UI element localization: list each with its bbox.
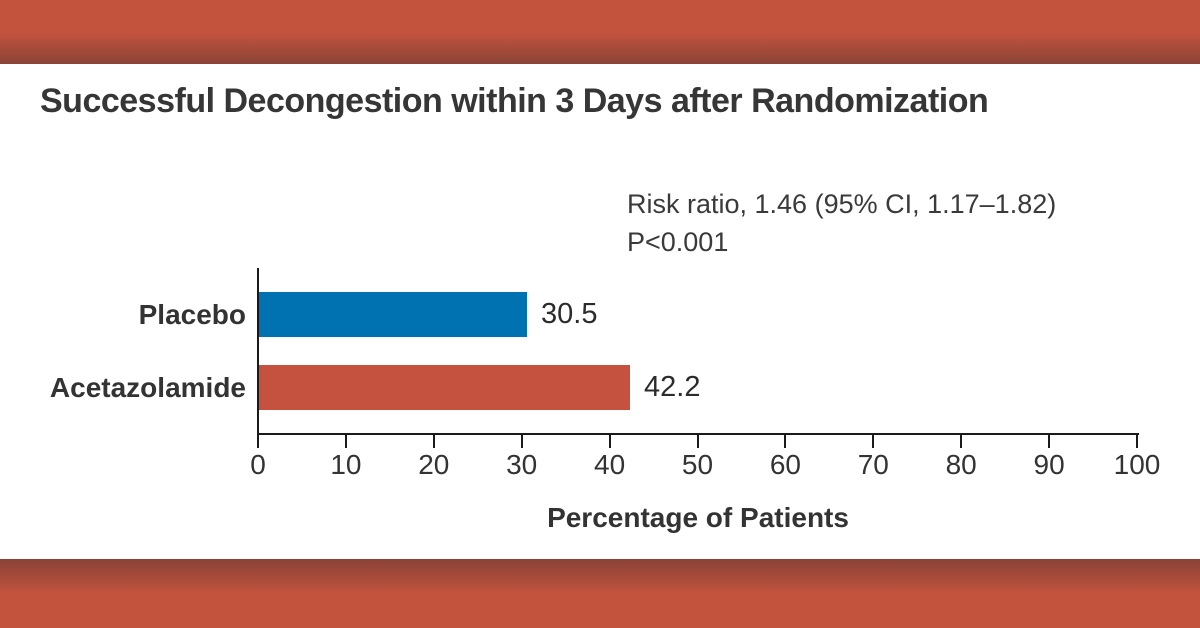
x-tick-label-30: 30 bbox=[506, 449, 538, 480]
x-tick-mark-0 bbox=[257, 435, 259, 448]
x-tick-label-10: 10 bbox=[330, 449, 362, 480]
x-tick-mark-90 bbox=[1048, 435, 1051, 448]
x-axis-label: Percentage of Patients bbox=[547, 502, 849, 533]
x-tick-label-60: 60 bbox=[769, 449, 801, 480]
x-tick-label-70: 70 bbox=[857, 449, 889, 480]
bottom-border-band bbox=[0, 559, 1200, 628]
x-tick-mark-10 bbox=[344, 435, 347, 448]
x-tick-mark-60 bbox=[784, 435, 787, 448]
x-tick-label-50: 50 bbox=[681, 449, 714, 480]
chart-title: Successful Decongestion within 3 Days af… bbox=[40, 82, 989, 120]
category-label-placebo: Placebo bbox=[138, 298, 246, 330]
top-border-band bbox=[0, 0, 1200, 64]
y-axis bbox=[257, 268, 259, 435]
bar-acetazolamide bbox=[259, 365, 630, 410]
value-label-placebo: 30.5 bbox=[541, 298, 598, 330]
x-tick-mark-80 bbox=[960, 435, 963, 448]
x-tick-mark-70 bbox=[872, 435, 875, 448]
x-tick-label-0: 0 bbox=[250, 449, 266, 480]
p-value-text: P<0.001 bbox=[627, 227, 729, 257]
x-tick-mark-100 bbox=[1136, 435, 1138, 448]
stats-annotation: Risk ratio, 1.46 (95% CI, 1.17–1.82) P<0… bbox=[627, 185, 1056, 261]
x-tick-mark-20 bbox=[432, 435, 435, 448]
x-tick-mark-30 bbox=[520, 435, 523, 448]
value-label-acetazolamide: 42.2 bbox=[644, 371, 701, 403]
bar-placebo bbox=[259, 292, 527, 337]
x-tick-label-80: 80 bbox=[945, 449, 977, 480]
risk-ratio-text: Risk ratio, 1.46 (95% CI, 1.17–1.82) bbox=[627, 189, 1057, 219]
category-label-acetazolamide: Acetazolamide bbox=[49, 371, 246, 403]
x-tick-mark-40 bbox=[608, 435, 611, 448]
x-tick-label-40: 40 bbox=[594, 449, 626, 480]
x-tick-label-20: 20 bbox=[418, 449, 450, 480]
x-axis bbox=[257, 433, 1139, 435]
x-tick-label-100: 100 bbox=[1113, 449, 1161, 480]
x-tick-label-90: 90 bbox=[1033, 449, 1065, 480]
x-tick-mark-50 bbox=[696, 435, 699, 448]
